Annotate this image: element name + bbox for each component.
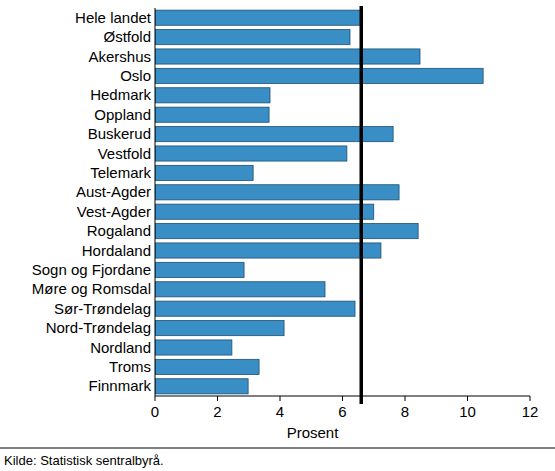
x-axis-label: Prosent <box>287 424 340 441</box>
bar <box>155 30 350 45</box>
bar <box>155 359 259 374</box>
bar <box>155 146 347 161</box>
tick-mark <box>155 396 156 401</box>
category-label: Nordland <box>90 339 151 356</box>
chart-container: Hele landet Østfold Akershus Oslo Hedmark Opp… <box>0 0 555 471</box>
category-label: Vest-Agder <box>77 203 151 220</box>
category-label: Troms <box>109 358 151 375</box>
category-label: Rogaland <box>87 222 151 239</box>
y-axis-line <box>155 8 156 396</box>
bar <box>155 204 374 219</box>
tick-mark <box>217 396 218 401</box>
bar <box>155 301 355 316</box>
bar <box>155 321 284 336</box>
tick-mark <box>530 396 531 401</box>
category-label: Finnmark <box>88 377 151 394</box>
bars <box>155 10 483 394</box>
category-label: Hedmark <box>90 86 151 103</box>
bar <box>155 10 361 25</box>
bar <box>155 165 253 180</box>
category-label: Møre og Romsdal <box>32 280 151 297</box>
source-note: Kilde: Statistisk sentralbyrå. <box>4 453 164 468</box>
bar <box>155 224 418 239</box>
bar <box>155 127 393 142</box>
category-label: Oslo <box>120 67 151 84</box>
tick-label: 12 <box>522 403 539 420</box>
category-label: Sogn og Fjordane <box>32 261 151 278</box>
tick-label: 8 <box>401 403 409 420</box>
bar <box>155 243 381 258</box>
bar <box>155 107 269 122</box>
bar <box>155 379 248 394</box>
category-label: Hordaland <box>82 242 151 259</box>
category-label: Aust-Agder <box>76 183 151 200</box>
category-label: Oppland <box>94 106 151 123</box>
category-label: Sør-Trøndelag <box>54 300 151 317</box>
category-label: Telemark <box>90 164 151 181</box>
tick-mark <box>280 396 281 401</box>
category-label: Østfold <box>103 28 151 45</box>
reference-line <box>360 6 364 404</box>
category-label: Buskerud <box>88 125 151 142</box>
category-label: Nord-Trøndelag <box>46 319 151 336</box>
bar <box>155 282 325 297</box>
bar <box>155 49 420 64</box>
tick-mark <box>342 396 343 401</box>
tick-mark <box>467 396 468 401</box>
bar <box>155 88 270 103</box>
source-rule <box>0 448 555 449</box>
bar <box>155 340 232 355</box>
tick-label: 0 <box>151 403 159 420</box>
bar <box>155 68 483 83</box>
tick-label: 6 <box>338 403 346 420</box>
category-label: Vestfold <box>98 145 151 162</box>
chart: Hele landet Østfold Akershus Oslo Hedmark Opp… <box>0 0 555 471</box>
category-label: Akershus <box>88 48 151 65</box>
tick-label: 10 <box>459 403 476 420</box>
tick-mark <box>405 396 406 401</box>
tick-label: 2 <box>213 403 221 420</box>
bar <box>155 262 244 277</box>
category-label: Hele landet <box>75 9 152 26</box>
tick-label: 4 <box>276 403 284 420</box>
